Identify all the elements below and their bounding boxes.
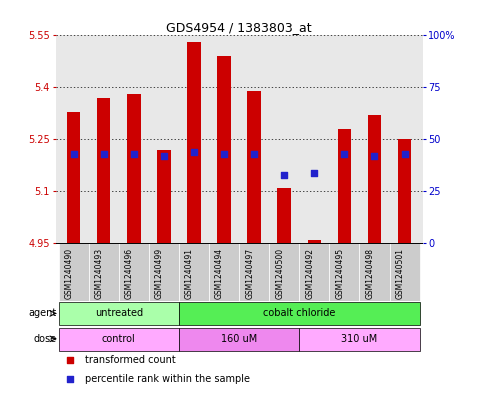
Point	[341, 151, 348, 157]
Text: GSM1240499: GSM1240499	[155, 248, 164, 299]
Bar	[58, 303, 179, 325]
Title: GDS4954 / 1383803_at: GDS4954 / 1383803_at	[166, 21, 312, 34]
Text: GSM1240495: GSM1240495	[335, 248, 344, 299]
Bar	[127, 94, 141, 243]
Point	[190, 149, 198, 155]
Bar	[89, 243, 119, 301]
Text: dose: dose	[33, 334, 56, 344]
Text: 310 uM: 310 uM	[341, 334, 378, 344]
Text: GSM1240491: GSM1240491	[185, 248, 194, 299]
Bar	[368, 115, 381, 243]
Text: cobalt chloride: cobalt chloride	[263, 309, 336, 318]
Point	[369, 105, 376, 112]
Point	[311, 169, 318, 176]
Text: agent: agent	[28, 309, 56, 318]
Text: GSM1240492: GSM1240492	[305, 248, 314, 299]
Text: GSM1240497: GSM1240497	[245, 248, 254, 299]
Text: 160 uM: 160 uM	[221, 334, 257, 344]
Point	[220, 151, 228, 157]
Bar	[67, 112, 80, 243]
Text: GSM1240493: GSM1240493	[95, 248, 104, 299]
Bar	[338, 129, 351, 243]
Bar	[119, 243, 149, 301]
Bar	[179, 243, 209, 301]
Bar	[389, 243, 420, 301]
Text: control: control	[102, 334, 136, 344]
Bar	[247, 91, 261, 243]
Point	[70, 151, 77, 157]
Bar	[299, 328, 420, 351]
Point	[250, 151, 258, 157]
Text: GSM1240490: GSM1240490	[65, 248, 73, 299]
Text: GSM1240500: GSM1240500	[275, 248, 284, 299]
Text: GSM1240496: GSM1240496	[125, 248, 134, 299]
Bar	[239, 243, 269, 301]
Bar	[58, 243, 89, 301]
Bar	[149, 243, 179, 301]
Bar	[187, 42, 201, 243]
Bar	[179, 328, 299, 351]
Bar	[217, 56, 231, 243]
Point	[370, 153, 378, 159]
Point	[369, 280, 376, 286]
Text: GSM1240494: GSM1240494	[215, 248, 224, 299]
Bar	[179, 303, 420, 325]
Bar	[359, 243, 389, 301]
Text: GSM1240498: GSM1240498	[366, 248, 374, 299]
Text: GSM1240501: GSM1240501	[396, 248, 405, 299]
Bar	[299, 243, 329, 301]
Bar	[58, 328, 179, 351]
Bar	[97, 98, 111, 243]
Text: transformed count: transformed count	[85, 355, 176, 365]
Bar	[157, 150, 170, 243]
Point	[100, 151, 108, 157]
Point	[280, 172, 288, 178]
Text: percentile rank within the sample: percentile rank within the sample	[85, 375, 250, 384]
Bar	[277, 188, 291, 243]
Bar	[209, 243, 239, 301]
Bar	[308, 240, 321, 243]
Point	[130, 151, 138, 157]
Bar	[269, 243, 299, 301]
Point	[160, 153, 168, 159]
Text: untreated: untreated	[95, 309, 143, 318]
Bar	[329, 243, 359, 301]
Point	[401, 151, 409, 157]
Bar	[398, 140, 412, 243]
